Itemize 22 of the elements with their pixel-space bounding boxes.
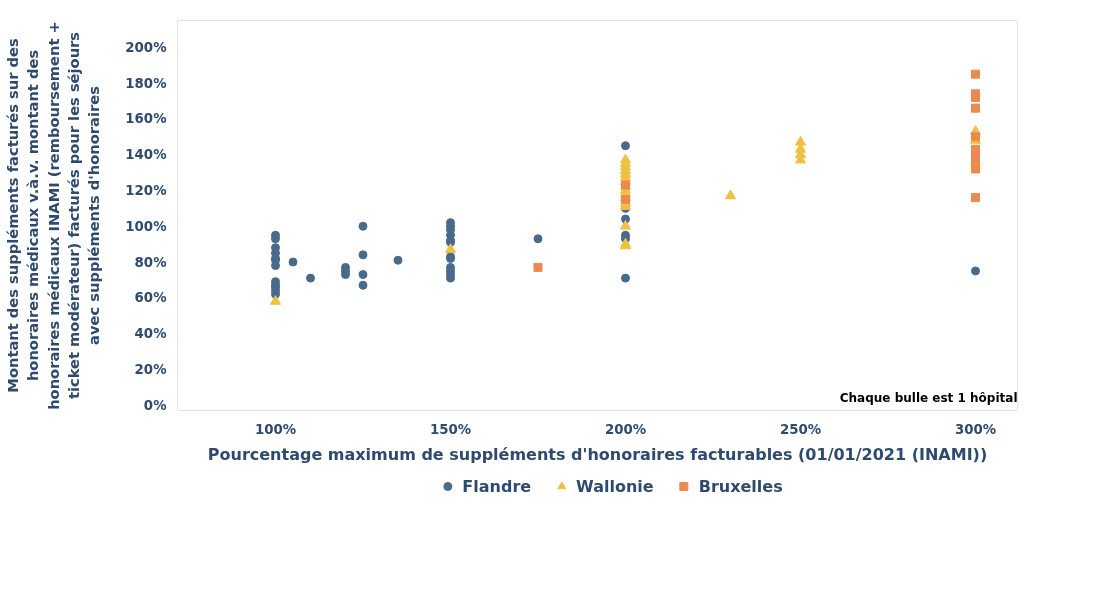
x-tick-label: 100% [254,421,297,437]
x-tick-label: 250% [779,421,822,437]
y-tick-label: 140% [125,147,167,163]
y-tick-label: 80% [134,254,167,270]
y-tick-label: 180% [125,75,167,91]
x-tick-label: 300% [954,421,997,437]
x-tick-label: 200% [604,421,647,437]
legend-label: Flandre [462,476,532,496]
y-tick-label: 120% [125,182,167,198]
y-tick-label: 100% [125,218,167,234]
y-tick-label: 200% [125,39,167,55]
y-axis-title: Montant des suppléments facturés sur des honoraires médicaux v.à.v. montant des honoraires médicaux INAMI (remboursement + ticket modérateur) facturés pour les séjours avec suppléments d'honoraires [3,21,103,410]
x-tick-label: 150% [429,421,472,437]
y-tick-label: 20% [134,361,167,377]
y-tick-label: 160% [125,111,167,127]
y-tick-label: 60% [134,290,167,306]
y-tick-label: 40% [134,326,167,342]
legend-label: Wallonie [576,476,654,496]
x-axis-title: Pourcentage maximum de suppléments d'honoraires facturables (01/01/2021 (INAMI)) [207,444,988,464]
legend-label: Bruxelles [698,476,783,496]
annotation: Chaque bulle est 1 hôpital [839,390,1018,405]
y-tick-label: 0% [143,397,167,413]
